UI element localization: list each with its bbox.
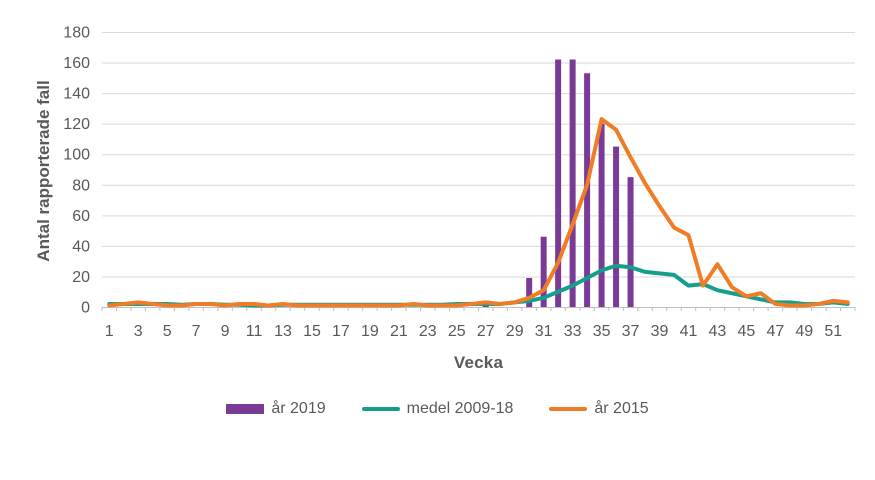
legend-item-medel: medel 2009-18 — [361, 400, 514, 418]
svg-text:180: 180 — [63, 25, 90, 42]
svg-text:29: 29 — [506, 323, 524, 340]
line-swatch-icon — [549, 406, 588, 412]
svg-text:160: 160 — [63, 55, 90, 72]
svg-text:33: 33 — [564, 323, 582, 340]
svg-text:3: 3 — [134, 323, 143, 340]
svg-text:5: 5 — [163, 323, 172, 340]
x-axis-title: Vecka — [453, 353, 504, 372]
svg-text:21: 21 — [390, 323, 408, 340]
svg-text:7: 7 — [192, 323, 201, 340]
svg-text:47: 47 — [766, 323, 784, 340]
svg-text:23: 23 — [419, 323, 437, 340]
svg-text:37: 37 — [622, 323, 640, 340]
svg-text:43: 43 — [709, 323, 727, 340]
svg-text:0: 0 — [81, 300, 90, 317]
svg-text:49: 49 — [795, 323, 813, 340]
svg-text:60: 60 — [72, 208, 90, 225]
svg-text:15: 15 — [303, 323, 321, 340]
svg-text:41: 41 — [680, 323, 698, 340]
svg-text:39: 39 — [651, 323, 669, 340]
svg-text:11: 11 — [246, 323, 263, 340]
legend-label: år 2015 — [594, 400, 649, 417]
svg-text:35: 35 — [593, 323, 611, 340]
svg-text:45: 45 — [737, 323, 755, 340]
svg-text:100: 100 — [63, 147, 90, 164]
legend: år 2019 medel 2009-18 år 2015 — [0, 400, 875, 418]
svg-text:80: 80 — [72, 177, 90, 194]
svg-text:17: 17 — [332, 323, 350, 340]
svg-text:120: 120 — [63, 116, 90, 133]
legend-item-2019: år 2019 — [226, 400, 326, 418]
line-swatch-icon — [361, 406, 400, 412]
svg-text:20: 20 — [72, 269, 90, 286]
svg-text:25: 25 — [448, 323, 466, 340]
svg-text:140: 140 — [63, 86, 90, 103]
svg-text:51: 51 — [824, 323, 842, 340]
legend-label: medel 2009-18 — [406, 400, 514, 417]
y-axis-title: Antal rapporterade fall — [34, 80, 53, 262]
svg-text:40: 40 — [72, 238, 90, 255]
svg-text:1: 1 — [105, 323, 114, 340]
svg-text:31: 31 — [535, 323, 553, 340]
legend-label: år 2019 — [271, 400, 326, 417]
bar-swatch-icon — [226, 404, 265, 414]
svg-text:9: 9 — [221, 323, 230, 340]
svg-text:19: 19 — [361, 323, 379, 340]
svg-text:27: 27 — [477, 323, 495, 340]
legend-item-2015: år 2015 — [549, 400, 649, 418]
svg-text:13: 13 — [274, 323, 292, 340]
